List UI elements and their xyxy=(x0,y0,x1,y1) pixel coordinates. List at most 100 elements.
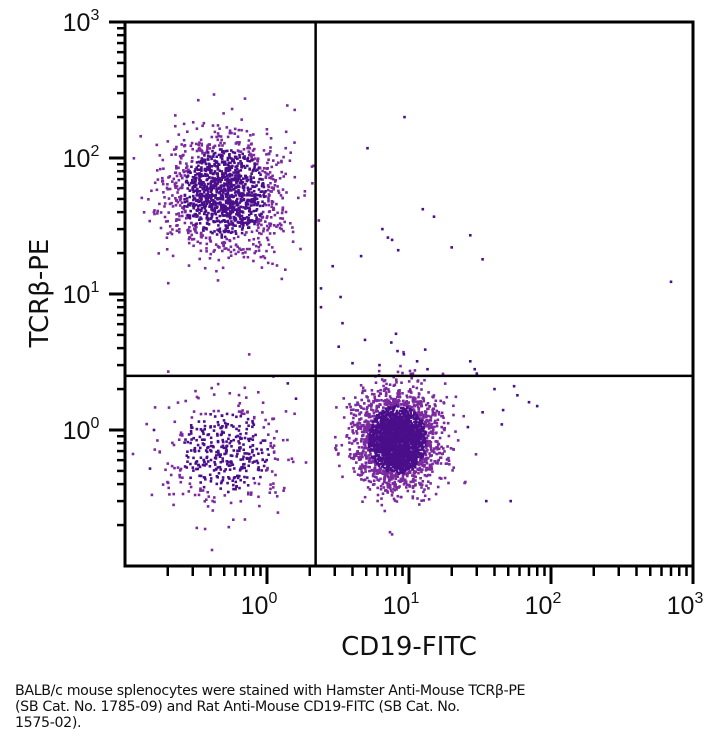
data-point xyxy=(161,176,164,180)
data-point xyxy=(158,154,162,157)
data-point xyxy=(269,222,273,226)
data-point xyxy=(206,190,210,193)
data-point xyxy=(368,442,371,445)
data-point xyxy=(381,409,384,413)
data-point xyxy=(271,262,274,266)
data-point xyxy=(163,196,166,199)
data-point xyxy=(428,418,432,422)
data-point xyxy=(251,421,255,425)
data-point xyxy=(210,197,213,200)
data-point xyxy=(442,416,445,420)
data-point xyxy=(201,188,205,191)
data-point xyxy=(365,441,369,444)
data-point xyxy=(198,168,202,171)
data-point xyxy=(253,167,256,171)
data-point xyxy=(244,432,248,435)
data-point xyxy=(404,402,408,405)
data-point xyxy=(200,181,203,185)
data-point xyxy=(161,158,165,162)
data-point xyxy=(246,156,250,160)
data-point xyxy=(246,219,250,222)
data-point xyxy=(238,436,242,439)
data-point xyxy=(201,234,205,237)
data-point xyxy=(360,424,363,427)
data-point xyxy=(388,437,391,440)
data-point xyxy=(231,413,235,417)
data-point xyxy=(214,164,218,168)
data-point xyxy=(189,171,192,174)
data-point xyxy=(424,421,427,425)
data-point xyxy=(394,425,398,429)
data-point xyxy=(417,413,421,417)
data-point xyxy=(192,184,196,188)
data-point xyxy=(389,467,392,470)
data-point xyxy=(185,166,188,170)
data-point xyxy=(398,443,402,446)
data-point xyxy=(348,441,351,444)
data-point xyxy=(174,203,178,207)
data-point xyxy=(416,424,419,427)
data-point xyxy=(216,434,219,437)
data-point xyxy=(335,444,338,447)
data-point xyxy=(395,462,399,466)
data-point xyxy=(189,476,192,480)
data-point xyxy=(431,407,435,411)
data-point xyxy=(418,481,421,485)
data-point xyxy=(229,439,233,443)
data-point xyxy=(407,470,410,474)
data-point xyxy=(289,222,292,225)
data-point xyxy=(270,175,273,179)
data-point xyxy=(247,217,250,220)
data-point xyxy=(284,268,287,271)
data-point xyxy=(267,196,270,199)
data-point xyxy=(406,395,409,399)
data-point xyxy=(419,429,423,433)
data-point xyxy=(248,239,251,242)
data-point xyxy=(431,432,434,436)
data-point xyxy=(257,180,260,184)
data-point xyxy=(377,394,381,398)
data-point xyxy=(257,166,261,170)
data-point xyxy=(253,185,257,188)
data-point xyxy=(206,147,209,150)
data-point xyxy=(362,407,365,411)
data-point xyxy=(352,431,355,435)
data-point xyxy=(356,403,360,406)
data-point xyxy=(248,457,252,461)
data-point xyxy=(219,481,223,485)
data-point xyxy=(234,487,237,491)
data-point xyxy=(411,467,414,471)
data-point xyxy=(430,422,434,426)
data-point xyxy=(378,431,381,435)
data-point xyxy=(374,460,378,463)
data-point xyxy=(238,225,242,228)
data-point xyxy=(199,489,202,492)
data-point xyxy=(231,150,235,154)
data-point xyxy=(210,165,214,168)
data-point xyxy=(406,489,410,493)
data-point xyxy=(388,460,391,464)
data-point xyxy=(424,440,428,444)
caption-line-2: (SB Cat. No. 1785-09) and Rat Anti-Mouse… xyxy=(15,699,460,715)
data-point xyxy=(379,403,382,406)
data-point xyxy=(407,404,411,408)
data-point xyxy=(260,223,263,227)
data-point xyxy=(238,153,241,157)
data-point xyxy=(236,434,239,438)
data-point xyxy=(410,422,414,425)
data-point xyxy=(257,222,261,225)
data-point xyxy=(291,226,294,229)
data-point xyxy=(240,128,243,132)
data-point xyxy=(240,214,244,218)
data-point xyxy=(274,473,277,477)
data-point xyxy=(415,417,418,420)
data-point xyxy=(433,425,436,429)
data-point xyxy=(183,465,187,468)
data-point xyxy=(159,226,163,230)
data-point xyxy=(187,264,191,267)
data-point xyxy=(414,400,418,403)
caption-line-3: 1575-02). xyxy=(15,715,82,731)
data-point xyxy=(226,212,229,215)
data-point xyxy=(222,219,225,222)
data-point xyxy=(224,149,227,153)
